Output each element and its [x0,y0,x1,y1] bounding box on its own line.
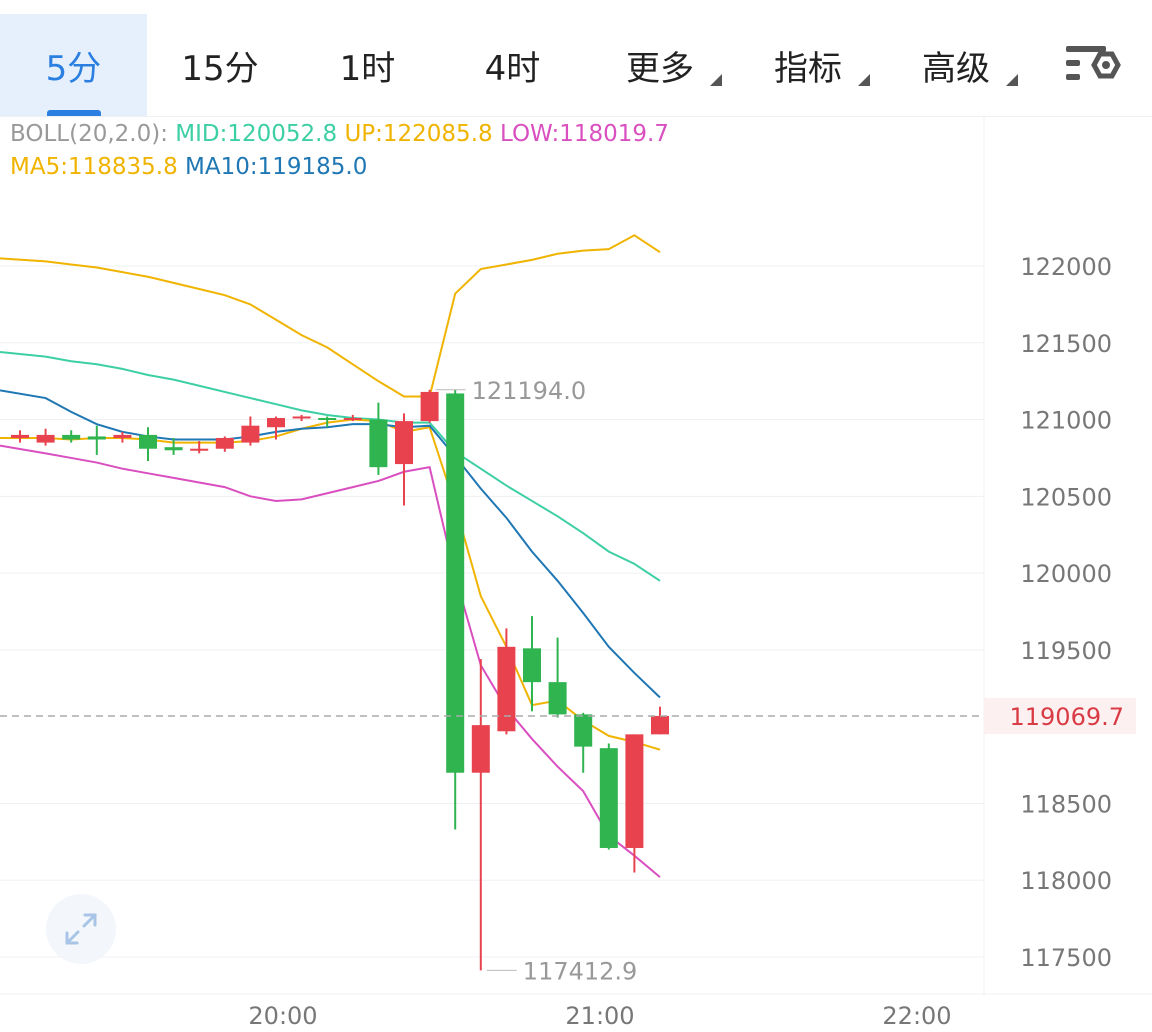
tab-label: 4时 [484,48,541,89]
y-tick-label: 120000 [1020,560,1112,588]
candle-body [11,434,29,438]
candle-body [267,418,285,428]
candle-body [420,391,439,422]
candle-body [139,434,157,449]
candle-body [523,648,541,683]
y-tick-label: 119500 [1020,637,1112,665]
tab-label: 指标 [774,48,842,89]
series-line-ma10 [0,389,661,699]
expand-icon[interactable] [46,894,116,964]
tab-indicators[interactable]: 指标 [760,14,870,116]
candlestick-chart[interactable]: 122000 121500 121000 120500 120000 119500 1185… [0,116,1152,1032]
x-tick-label: 22:00 [882,1002,951,1030]
dropdown-corner-icon [710,74,722,86]
dropdown-corner-icon [858,74,870,86]
tab-more[interactable]: 更多 [612,14,722,116]
ma5-value: MA5:118835.8 [10,154,178,180]
candle-body [241,425,260,443]
boll-legend: BOLL(20,2.0): MID:120052.8 UP:122085.8 L… [10,121,669,147]
current-price-tag [984,697,1136,734]
candle-body [599,748,618,848]
boll-label: BOLL(20,2.0): [10,121,168,147]
candle-body [625,734,644,848]
boll-mid-value: MID:120052.8 [175,121,338,147]
series-line-low [0,444,661,878]
candle-body [548,682,567,715]
boll-up-value: UP:122085.8 [344,121,493,147]
candle-body [343,418,362,421]
y-tick-label: 122000 [1020,253,1112,281]
tab-label: 更多 [626,48,694,89]
y-tick-label: 118500 [1020,790,1112,818]
candle-body [164,447,183,451]
y-tick-label: 117500 [1020,944,1112,972]
x-tick-label: 20:00 [248,1002,317,1030]
candle-body [292,416,311,419]
y-tick-label: 120500 [1020,483,1112,511]
candle-body [215,437,234,449]
candle-body [497,646,516,732]
candle-body [36,434,55,443]
candle-body [471,725,490,773]
tab-advanced[interactable]: 高级 [908,14,1018,116]
tab-label: 高级 [922,48,990,89]
chart-settings-icon[interactable] [1060,38,1124,94]
y-tick-label: 121000 [1020,407,1112,435]
candle-body [574,714,593,747]
tab-15min[interactable]: 15分 [160,14,280,116]
candle-body [113,434,132,438]
tab-label: 15分 [181,48,259,89]
candle-body [62,434,81,440]
boll-low-value: LOW:118019.7 [499,121,669,147]
candle-body [87,436,106,440]
candle-body [369,419,388,468]
low-price-label: 117412.9 [523,957,638,985]
candle-body [651,715,669,735]
current-price-label: 119069.7 [1009,703,1124,731]
series-line-mid [0,350,661,582]
x-tick-label: 21:00 [565,1002,634,1030]
active-tab-indicator [46,110,101,116]
tab-4hour[interactable]: 4时 [455,14,570,116]
series-line-up [0,234,661,398]
high-price-label: 121194.0 [472,377,587,405]
tab-5min[interactable]: 5分 [0,14,147,116]
y-tick-label: 121500 [1020,330,1112,358]
dropdown-corner-icon [1006,74,1018,86]
candle-body [318,418,337,421]
tab-1hour[interactable]: 1时 [310,14,425,116]
candle-body [190,448,209,451]
ma-legend: MA5:118835.8 MA10:119185.0 [10,154,367,180]
interval-tab-bar: 5分 15分 1时 4时 更多 指标 高级 [0,0,1152,117]
candle-body [446,393,465,773]
tab-label: 5分 [45,48,102,89]
y-tick-label: 118000 [1020,867,1112,895]
candle-body [395,421,413,465]
ma10-value: MA10:119185.0 [185,154,368,180]
tab-label: 1时 [339,48,396,89]
